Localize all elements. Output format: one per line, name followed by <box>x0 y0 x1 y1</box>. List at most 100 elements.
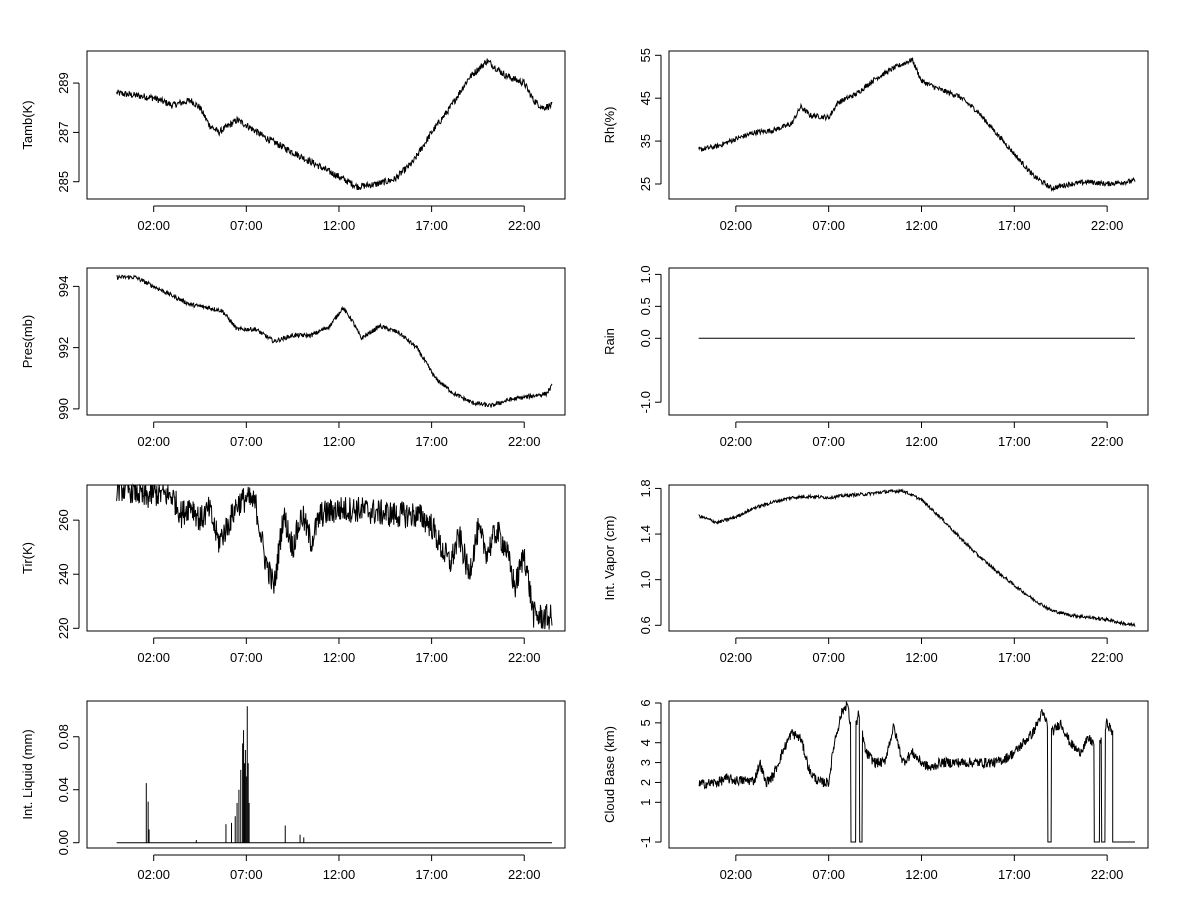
panel-7: 02:00 07:00 12:00 17:00 22:00 0.00 0.04 0.08 Int… <box>20 700 566 882</box>
x-tick-label: 02:00 <box>720 434 753 449</box>
y-tick-label: 0.04 <box>56 777 71 802</box>
y-tick-label: 285 <box>56 171 71 193</box>
y-tick-label: 6 <box>638 699 653 706</box>
y-tick-label: 55 <box>638 48 653 62</box>
plot-frame <box>86 484 566 632</box>
y-axis-title: Cloud Base (km) <box>602 726 617 823</box>
y-tick-label: 45 <box>638 91 653 105</box>
series-line <box>698 488 1136 628</box>
y-tick-label: 1.4 <box>638 525 653 543</box>
y-tick-label: 0.00 <box>56 830 71 855</box>
plot-frame <box>668 484 1149 632</box>
y-tick-label: 1.0 <box>638 571 653 589</box>
y-tick-label: -1.0 <box>638 391 653 413</box>
x-tick-label: 02:00 <box>137 867 170 882</box>
x-tick-label: 02:00 <box>720 218 753 233</box>
x-tick-label: 07:00 <box>812 434 845 449</box>
y-tick-label: 1 <box>638 799 653 806</box>
x-tick-label: 22:00 <box>508 218 541 233</box>
x-tick-label: 12:00 <box>323 218 356 233</box>
y-tick-label: 1.0 <box>638 265 653 283</box>
x-tick-label: 17:00 <box>998 867 1031 882</box>
y-axis-title: Int. Liquid (mm) <box>20 729 35 819</box>
y-tick-label: 2 <box>638 779 653 786</box>
plot-frame <box>668 700 1149 849</box>
series-line <box>116 274 553 408</box>
y-tick-label: 0.6 <box>638 616 653 634</box>
x-tick-label: 02:00 <box>137 434 170 449</box>
x-tick-label: 07:00 <box>230 867 263 882</box>
panel-4: 02:00 07:00 12:00 17:00 22:00 -1.0 0.0 0.5 1.0 Ra… <box>602 265 1149 449</box>
x-tick-label: 17:00 <box>998 434 1031 449</box>
y-tick-label: 289 <box>56 72 71 94</box>
x-tick-label: 12:00 <box>905 434 938 449</box>
x-tick-label: 12:00 <box>905 650 938 665</box>
plot-frame <box>668 267 1149 416</box>
x-tick-label: 22:00 <box>508 650 541 665</box>
y-tick-label: 220 <box>56 617 71 639</box>
y-tick-label: 3 <box>638 759 653 766</box>
y-tick-label: 0.0 <box>638 329 653 347</box>
panel-6: 02:00 07:00 12:00 17:00 22:00 0.6 1.0 1.4 1.8 Int… <box>602 479 1149 665</box>
x-tick-label: 17:00 <box>998 650 1031 665</box>
y-axis-title: Tamb(K) <box>20 100 35 149</box>
x-tick-label: 07:00 <box>812 867 845 882</box>
x-tick-label: 07:00 <box>812 218 845 233</box>
y-tick-label: 992 <box>56 337 71 359</box>
plot-frame <box>86 50 566 200</box>
plot-frame <box>86 700 566 849</box>
x-tick-label: 02:00 <box>720 867 753 882</box>
x-tick-label: 17:00 <box>415 434 448 449</box>
y-tick-label: 0.08 <box>56 724 71 749</box>
y-tick-label: 4 <box>638 739 653 746</box>
x-tick-label: 12:00 <box>323 434 356 449</box>
y-axis-title: Rh(%) <box>602 107 617 144</box>
y-tick-label: 990 <box>56 398 71 420</box>
y-axis-title: Pres(mb) <box>20 315 35 368</box>
x-tick-label: 17:00 <box>415 218 448 233</box>
x-tick-label: 02:00 <box>720 650 753 665</box>
x-tick-label: 07:00 <box>230 218 263 233</box>
x-tick-label: 12:00 <box>905 218 938 233</box>
y-tick-label: 240 <box>56 563 71 585</box>
x-tick-label: 07:00 <box>812 650 845 665</box>
y-axis-title: Rain <box>602 328 617 355</box>
y-tick-label: 5 <box>638 719 653 726</box>
plot-frame <box>86 267 566 416</box>
panel-5: 02:00 07:00 12:00 17:00 22:00 220 240 260 Tir(K) <box>20 483 566 665</box>
y-tick-label: 35 <box>638 134 653 148</box>
x-tick-label: 12:00 <box>905 867 938 882</box>
x-tick-label: 22:00 <box>508 867 541 882</box>
panel-1: 02:00 07:00 12:00 17:00 22:00 285 287 289 Tamb(K… <box>20 50 566 233</box>
y-tick-label: 287 <box>56 122 71 144</box>
x-tick-label: 02:00 <box>137 650 170 665</box>
y-axis-title: Int. Vapor (cm) <box>602 515 617 600</box>
panel-3: 02:00 07:00 12:00 17:00 22:00 990 992 994 Pres(m… <box>20 267 566 449</box>
series-line <box>116 58 553 191</box>
x-tick-label: 17:00 <box>998 218 1031 233</box>
x-tick-label: 22:00 <box>508 434 541 449</box>
x-tick-label: 22:00 <box>1091 434 1124 449</box>
x-tick-label: 02:00 <box>137 218 170 233</box>
series-line <box>116 483 553 630</box>
x-tick-label: 17:00 <box>415 650 448 665</box>
y-tick-label: 1.8 <box>638 479 653 497</box>
y-tick-label: 260 <box>56 509 71 531</box>
y-tick-label: 25 <box>638 177 653 191</box>
panel-8: 02:00 07:00 12:00 17:00 22:00 -1 1 2 3 4 5 6 Cloud B… <box>602 699 1149 882</box>
y-tick-label: -1 <box>638 836 653 848</box>
x-tick-label: 07:00 <box>230 650 263 665</box>
x-tick-label: 07:00 <box>230 434 263 449</box>
x-tick-label: 22:00 <box>1091 650 1124 665</box>
y-tick-label: 0.5 <box>638 297 653 315</box>
y-axis-title: Tir(K) <box>20 542 35 574</box>
x-tick-label: 12:00 <box>323 650 356 665</box>
x-tick-label: 22:00 <box>1091 867 1124 882</box>
x-tick-label: 22:00 <box>1091 218 1124 233</box>
y-tick-label: 994 <box>56 276 71 298</box>
x-tick-label: 12:00 <box>323 867 356 882</box>
series-line <box>698 700 1135 843</box>
panel-2: 02:00 07:00 12:00 17:00 22:00 25 35 45 55 Rh(%) <box>602 48 1149 233</box>
plot-frame <box>668 50 1149 200</box>
